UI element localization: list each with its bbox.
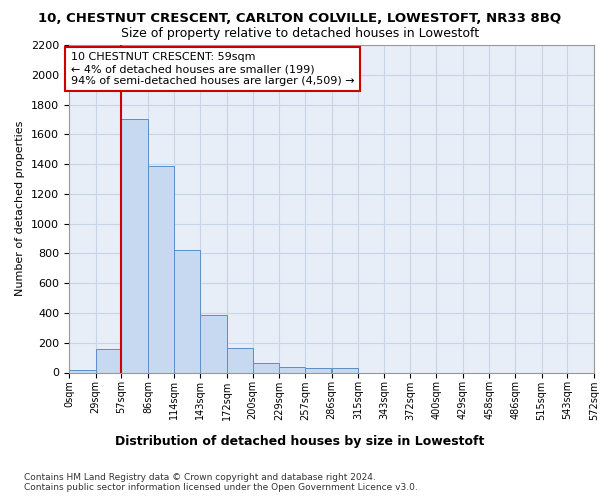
Bar bbox=[200, 315, 227, 372]
Bar bbox=[305, 368, 331, 372]
Bar bbox=[173, 250, 200, 372]
Text: 10, CHESTNUT CRESCENT, CARLTON COLVILLE, LOWESTOFT, NR33 8BQ: 10, CHESTNUT CRESCENT, CARLTON COLVILLE,… bbox=[38, 12, 562, 26]
Bar bbox=[227, 348, 253, 372]
Text: Size of property relative to detached houses in Lowestoft: Size of property relative to detached ho… bbox=[121, 28, 479, 40]
Text: 10 CHESTNUT CRESCENT: 59sqm
← 4% of detached houses are smaller (199)
94% of sem: 10 CHESTNUT CRESCENT: 59sqm ← 4% of deta… bbox=[71, 52, 355, 86]
Bar bbox=[253, 363, 279, 372]
Bar bbox=[279, 368, 305, 372]
Y-axis label: Number of detached properties: Number of detached properties bbox=[16, 121, 25, 296]
Bar bbox=[148, 166, 173, 372]
Text: Contains HM Land Registry data © Crown copyright and database right 2024.
Contai: Contains HM Land Registry data © Crown c… bbox=[24, 472, 418, 492]
Bar bbox=[331, 368, 358, 372]
Text: Distribution of detached houses by size in Lowestoft: Distribution of detached houses by size … bbox=[115, 435, 485, 448]
Bar bbox=[95, 350, 121, 372]
Bar bbox=[69, 370, 95, 372]
Bar bbox=[121, 120, 148, 372]
